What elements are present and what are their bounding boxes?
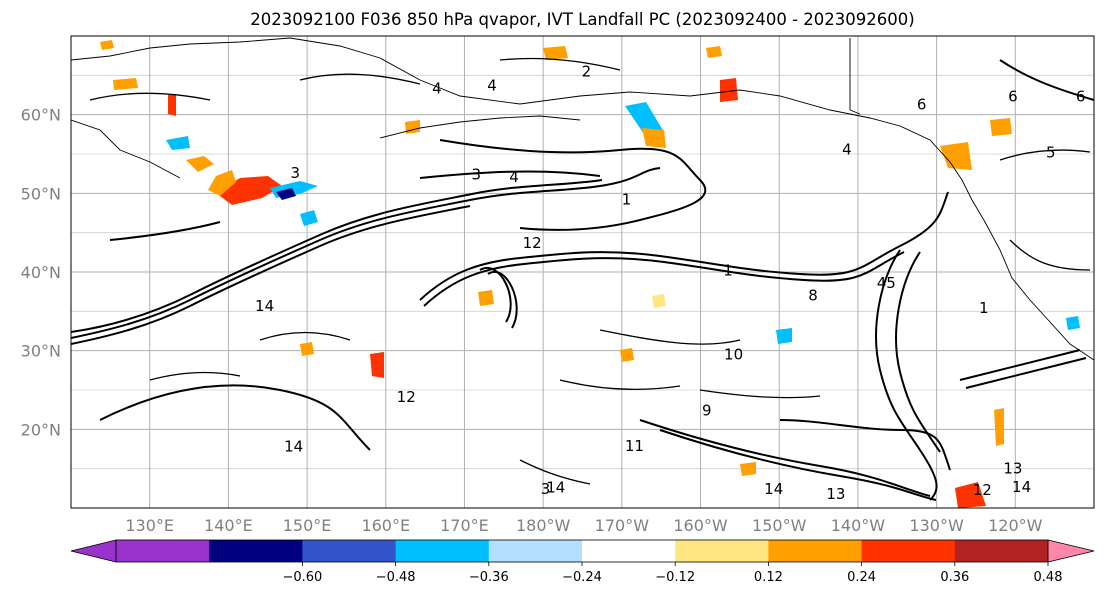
contour-label: 8 bbox=[808, 287, 818, 305]
colorbar-tick-label: −0.48 bbox=[376, 570, 416, 585]
contour-label: 12 bbox=[397, 388, 416, 406]
contour-label: 13 bbox=[1003, 460, 1022, 478]
colorbar-extend-max bbox=[1047, 539, 1095, 563]
lat-label: 60°N bbox=[21, 106, 61, 125]
map-title: 2023092100 F036 850 hPa qvapor, IVT Land… bbox=[250, 10, 915, 29]
colorbar-tick-label: −0.24 bbox=[562, 570, 602, 585]
contour-label: 12 bbox=[523, 234, 542, 252]
contour-label: 12 bbox=[973, 481, 992, 499]
lon-label: 130°E bbox=[125, 516, 174, 535]
colorbar-cell bbox=[582, 540, 676, 562]
contour-label: 4 bbox=[487, 77, 497, 95]
lat-label: 50°N bbox=[21, 184, 61, 203]
colorbar-cell bbox=[209, 540, 303, 562]
lon-label: 160°E bbox=[361, 516, 410, 535]
contour-label: 5 bbox=[886, 274, 896, 292]
lon-label: 180°W bbox=[516, 516, 571, 535]
lon-label: 150°E bbox=[283, 516, 332, 535]
colorbar-extend-min bbox=[70, 539, 117, 563]
lon-label: 140°E bbox=[204, 516, 253, 535]
contour-label: 4 bbox=[509, 168, 519, 186]
colorbar-cell bbox=[116, 540, 210, 562]
contour-label: 14 bbox=[546, 479, 565, 497]
lat-label: 20°N bbox=[21, 420, 61, 439]
contour-label: 5 bbox=[1046, 143, 1056, 161]
contour-label: 1 bbox=[622, 191, 632, 209]
contour-label: 6 bbox=[1076, 88, 1086, 106]
contour-label: 10 bbox=[724, 346, 743, 364]
contour-label: 4 bbox=[432, 80, 442, 98]
ivt-contours bbox=[71, 59, 1094, 501]
ivt-contours-thin bbox=[89, 57, 1091, 485]
qvapor-shading bbox=[100, 40, 1080, 508]
contour-label: 4 bbox=[877, 274, 887, 292]
lon-label: 170°W bbox=[595, 516, 650, 535]
map-frame bbox=[70, 35, 1095, 509]
contour-label: 3 bbox=[541, 480, 551, 498]
contour-label: 9 bbox=[702, 401, 712, 419]
colorbar-cell bbox=[395, 540, 490, 562]
colorbar-cell bbox=[768, 540, 863, 562]
lon-label: 120°W bbox=[988, 516, 1043, 535]
contour-label: 4 bbox=[842, 140, 852, 158]
contour-label: 6 bbox=[1008, 88, 1018, 106]
colorbar-tick-label: 0.12 bbox=[754, 570, 783, 585]
colorbar-cell bbox=[302, 540, 397, 562]
colorbar-cell bbox=[488, 540, 583, 562]
lon-label: 150°W bbox=[752, 516, 807, 535]
contour-label: 14 bbox=[764, 480, 783, 498]
colorbar-tick-label: −0.36 bbox=[469, 570, 509, 585]
contour-label: 14 bbox=[284, 438, 303, 456]
colorbar-tick-label: −0.12 bbox=[655, 570, 695, 585]
contour-label: 3 bbox=[290, 164, 300, 182]
colorbar: −0.60 −0.48 −0.36 −0.24 −0.12 0.12 0.24 0.36 0.4… bbox=[70, 539, 1095, 585]
colorbar-tick-label: −0.60 bbox=[282, 570, 322, 585]
colorbar-tick-label: 0.24 bbox=[847, 570, 876, 585]
lon-label: 140°W bbox=[831, 516, 886, 535]
lat-label: 30°N bbox=[21, 342, 61, 361]
coastlines bbox=[71, 37, 1094, 361]
contour-label: 13 bbox=[826, 485, 845, 503]
colorbar-tick-label: 0.48 bbox=[1034, 570, 1063, 585]
longitude-labels: 130°E 140°E 150°E 160°E 170°E 180°W 170°W 160°W… bbox=[125, 516, 1042, 535]
colorbar-cell bbox=[954, 540, 1049, 562]
lat-label: 40°N bbox=[21, 263, 61, 282]
contour-label: 14 bbox=[1012, 478, 1031, 496]
contour-label: 3 bbox=[471, 165, 481, 183]
contour-label: 11 bbox=[625, 437, 644, 455]
latitude-labels: 60°N 50°N 40°N 30°N 20°N bbox=[21, 106, 61, 440]
contour-label: 14 bbox=[255, 297, 274, 315]
contour-label: 1 bbox=[979, 299, 989, 317]
colorbar-tick-label: 0.36 bbox=[940, 570, 969, 585]
lon-label: 130°W bbox=[909, 516, 964, 535]
contour-label: 6 bbox=[917, 95, 927, 113]
contour-label: 1 bbox=[723, 261, 733, 279]
contour-label: 2 bbox=[582, 62, 592, 80]
colorbar-cell bbox=[675, 540, 769, 562]
lon-label: 160°W bbox=[673, 516, 728, 535]
colorbar-cell bbox=[861, 540, 956, 562]
lon-label: 170°E bbox=[440, 516, 489, 535]
